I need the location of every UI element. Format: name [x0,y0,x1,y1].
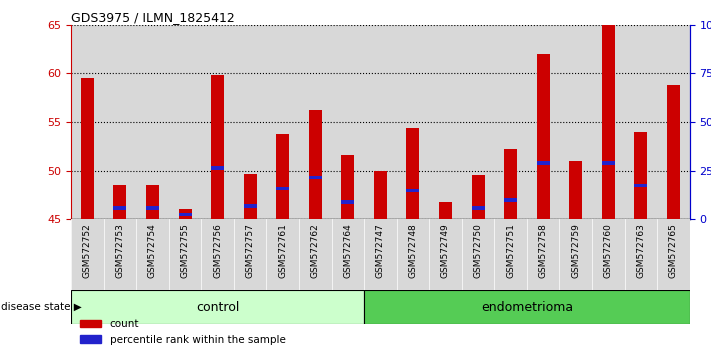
Bar [471,175,485,219]
Bar [461,25,494,219]
Bar [169,25,201,219]
Bar [527,25,560,219]
Bar [267,25,299,219]
Bar [244,174,257,219]
Bar [374,171,387,219]
Bar [407,128,419,219]
Bar [624,25,657,219]
Bar [104,25,137,219]
Bar [146,185,159,219]
Text: GSM572750: GSM572750 [474,223,483,278]
Text: GSM572748: GSM572748 [408,223,417,278]
Text: GSM572749: GSM572749 [441,223,450,278]
Text: GSM572760: GSM572760 [604,223,613,278]
Text: GSM572751: GSM572751 [506,223,515,278]
Bar [471,206,485,210]
Bar [592,25,624,219]
Bar [71,290,364,324]
Text: disease state ▶: disease state ▶ [1,302,82,312]
Bar [309,176,322,179]
Text: GSM572754: GSM572754 [148,223,157,278]
Bar [634,132,647,219]
Bar [537,54,550,219]
Bar [276,187,289,190]
Bar [570,161,582,219]
Bar [211,166,224,170]
Bar [634,184,647,187]
Bar [234,25,267,219]
Text: GSM572762: GSM572762 [311,223,320,278]
Text: GSM572752: GSM572752 [83,223,92,278]
Bar [439,202,452,219]
Text: GSM572756: GSM572756 [213,223,222,278]
Text: control: control [196,301,240,314]
Text: GSM572757: GSM572757 [246,223,255,278]
Bar [341,155,354,219]
Text: endometrioma: endometrioma [481,301,573,314]
Bar [178,209,191,219]
Bar [407,189,419,192]
Bar [309,110,322,219]
Bar [602,161,615,165]
Bar [560,25,592,219]
Bar [504,149,517,219]
Bar [341,200,354,204]
Bar [657,25,690,219]
Text: GSM572765: GSM572765 [669,223,678,278]
Bar [602,25,615,219]
Bar [364,25,397,219]
Bar [537,161,550,165]
Bar [146,206,159,210]
Bar [397,25,429,219]
Text: GSM572747: GSM572747 [376,223,385,278]
Bar [211,75,224,219]
Bar [494,25,527,219]
Bar [71,25,104,219]
Text: GSM572755: GSM572755 [181,223,190,278]
Bar [178,213,191,216]
Bar [114,206,127,210]
Text: GSM572758: GSM572758 [539,223,547,278]
Bar [504,198,517,202]
Text: GSM572761: GSM572761 [278,223,287,278]
Text: GSM572763: GSM572763 [636,223,646,278]
Bar [667,85,680,219]
Text: GSM572764: GSM572764 [343,223,353,278]
Text: GSM572759: GSM572759 [571,223,580,278]
Bar [244,204,257,207]
Bar [299,25,331,219]
Bar [114,185,127,219]
Bar [364,290,690,324]
Bar [81,78,94,219]
Text: GDS3975 / ILMN_1825412: GDS3975 / ILMN_1825412 [71,11,235,24]
Bar [429,25,461,219]
Bar [331,25,364,219]
Bar [201,25,234,219]
Text: GSM572753: GSM572753 [115,223,124,278]
Bar [137,25,169,219]
Bar [276,134,289,219]
Legend: count, percentile rank within the sample: count, percentile rank within the sample [76,315,289,349]
